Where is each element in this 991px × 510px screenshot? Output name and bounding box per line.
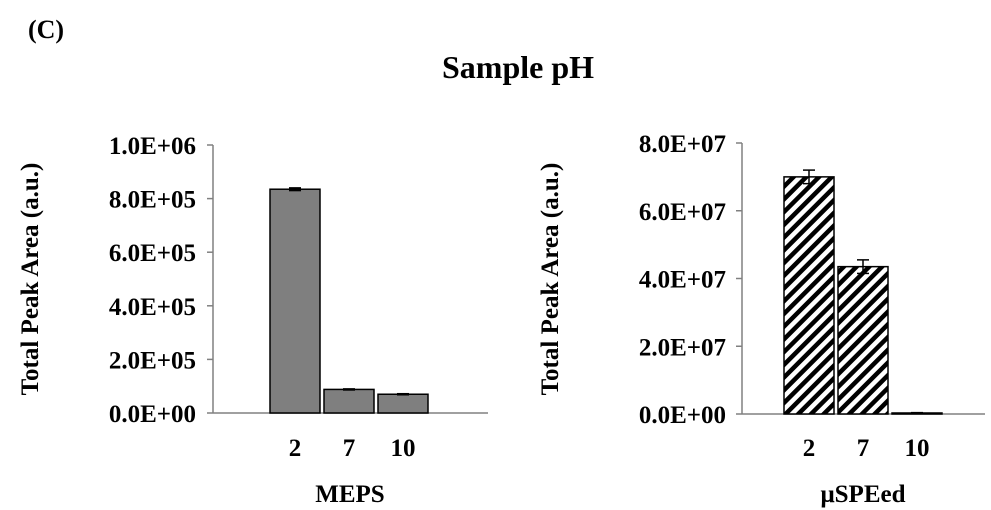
figure-title: Sample pH <box>442 49 594 85</box>
panel-label: (C) <box>28 15 64 44</box>
muspeed-chart: Total Peak Area (a.u.) μSPEed 0.0E+00 2.0… <box>537 131 985 508</box>
y-tick-label: 0.0E+00 <box>639 402 726 429</box>
y-tick-label: 2.0E+07 <box>639 334 726 361</box>
y-tick-label: 4.0E+05 <box>109 294 196 321</box>
y-tick-label: 6.0E+07 <box>639 199 726 226</box>
y-tick-label: 6.0E+05 <box>109 240 196 267</box>
y-tick-label: 8.0E+07 <box>639 131 726 158</box>
y-tick-label: 0.0E+00 <box>109 401 196 428</box>
y-tick-label: 8.0E+05 <box>109 187 196 214</box>
bar <box>837 265 889 415</box>
bar <box>377 393 429 414</box>
x-tick-label: 2 <box>803 435 816 462</box>
y-tick-label: 1.0E+06 <box>109 133 196 160</box>
x-tick-label: 10 <box>391 435 416 462</box>
x-tick-label: 7 <box>857 435 870 462</box>
y-axis-title: Total Peak Area (a.u.) <box>537 163 564 396</box>
x-axis-title: μSPEed <box>820 481 905 508</box>
bar <box>783 176 835 415</box>
bar <box>269 188 321 414</box>
y-axis-title: Total Peak Area (a.u.) <box>17 163 44 396</box>
x-tick-label: 10 <box>905 435 930 462</box>
x-axis-title: MEPS <box>315 481 384 508</box>
bar <box>323 388 375 414</box>
meps-chart: Total Peak Area (a.u.) MEPS 0.0E+00 2.0E+… <box>17 133 488 508</box>
x-tick-label: 7 <box>343 435 356 462</box>
y-tick-label: 2.0E+05 <box>109 347 196 374</box>
x-tick-label: 2 <box>289 435 302 462</box>
y-tick-label: 4.0E+07 <box>639 267 726 294</box>
